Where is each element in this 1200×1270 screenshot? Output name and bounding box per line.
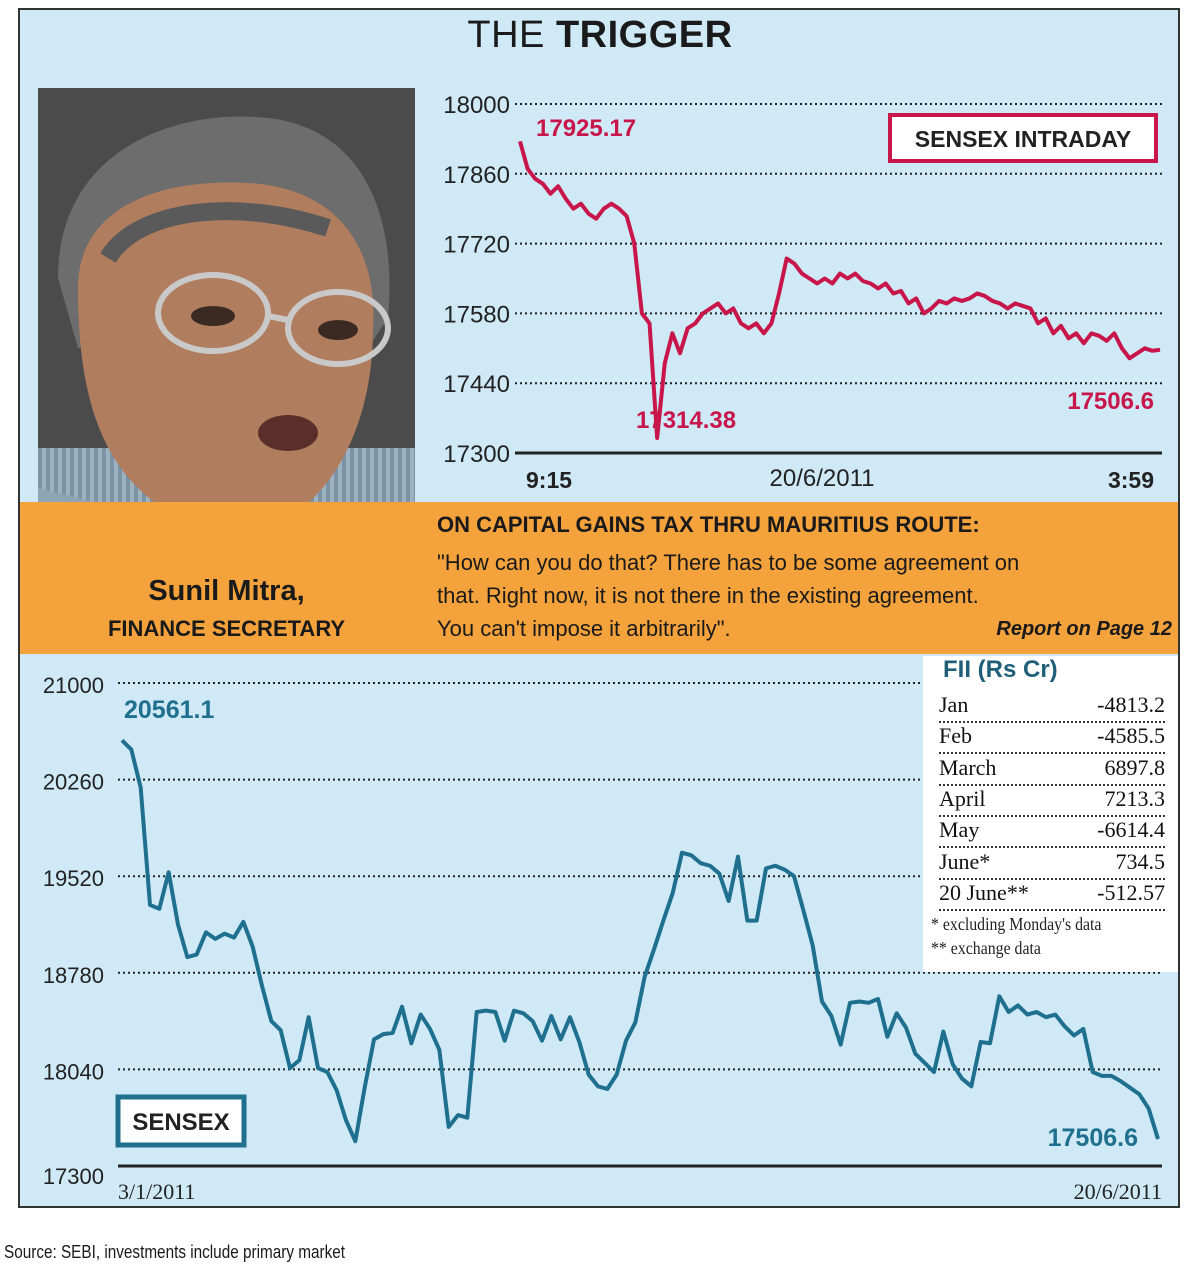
y-tick-label: 17440	[443, 371, 510, 398]
intraday-series-line	[518, 140, 1161, 441]
legend-box-intraday	[888, 113, 1158, 163]
legend-box-sensex	[115, 1094, 247, 1148]
legend-label-sensex: SENSEX	[132, 1109, 229, 1136]
fii-table: FII (Rs Cr) Jan -4813.2 Feb -4585.5 March 689…	[923, 656, 1178, 972]
quote-line: You can't impose it arbitrarily".	[437, 616, 731, 641]
x-tick-label: 3/1/2011	[118, 1179, 195, 1204]
person-role: FINANCE SECRETARY	[107, 616, 346, 641]
fii-value: -4585.5	[1097, 723, 1165, 749]
fii-month: Jan	[939, 692, 969, 717]
fii-month: April	[939, 785, 986, 811]
x-tick-label: 20/6/2011	[1074, 1179, 1162, 1204]
y-tick-label: 17300	[43, 1164, 104, 1189]
x-tick-label: 3:59	[1108, 467, 1154, 493]
quote-line: that. Right now, it is not there in the …	[437, 583, 979, 608]
fii-month: March	[939, 754, 997, 780]
y-tick-label: 17300	[443, 441, 510, 468]
person-name: Sunil Mitra,	[148, 575, 305, 607]
x-tick-label: 9:15	[526, 467, 572, 493]
fii-note: * excluding Monday's data	[931, 914, 1102, 934]
fii-value: -6614.4	[1097, 817, 1165, 843]
sensex-series-line	[120, 738, 1160, 1144]
data-label-low: 17314.38	[636, 407, 736, 434]
y-tick-label: 17720	[443, 232, 510, 259]
fii-value: 6897.8	[1104, 754, 1166, 780]
y-tick-label: 19520	[43, 866, 104, 891]
fii-note: ** exchange data	[931, 938, 1041, 958]
y-tick-label: 17580	[443, 301, 510, 328]
fii-title: FII (Rs Cr)	[943, 656, 1058, 683]
fii-value: -512.57	[1097, 879, 1165, 905]
data-label-open: 17925.17	[536, 115, 636, 142]
report-reference: Report on Page 12	[996, 618, 1172, 640]
y-tick-label: 17860	[443, 162, 510, 189]
y-tick-label: 18780	[43, 963, 104, 988]
page-title: THE TRIGGER	[467, 14, 733, 56]
fii-month: June*	[939, 848, 991, 874]
fii-month: May	[939, 817, 980, 843]
fii-month: Feb	[939, 723, 972, 749]
y-tick-label: 18000	[443, 92, 510, 119]
quote-line: "How can you do that? There has to be so…	[437, 550, 1020, 575]
fii-value: 7213.3	[1104, 785, 1166, 811]
source-note: Source: SEBI, investments include primar…	[4, 1242, 345, 1262]
data-label-start: 20561.1	[124, 696, 214, 724]
y-tick-label: 21000	[43, 673, 104, 698]
fii-value: 734.5	[1115, 848, 1166, 874]
name-plate	[38, 570, 415, 654]
fii-row: May -6614.4	[939, 815, 1165, 849]
quote-heading: ON CAPITAL GAINS TAX THRU MAURITIUS ROUT…	[437, 512, 980, 537]
fii-value: -4813.2	[1097, 692, 1165, 717]
y-tick-label: 18040	[43, 1059, 104, 1084]
fii-row: Jan -4813.2	[939, 690, 1165, 723]
x-axis-date: 20/6/2011	[770, 465, 875, 492]
fii-row: March 6897.8	[939, 753, 1165, 786]
y-tick-label: 20260	[43, 770, 104, 795]
fii-row: Feb -4585.5	[939, 721, 1165, 755]
fii-row: 20 June** -512.57	[939, 878, 1165, 911]
fii-month: 20 June**	[939, 879, 1029, 905]
legend-label-intraday: SENSEX INTRADAY	[915, 126, 1131, 152]
fii-row: June* 734.5	[939, 847, 1165, 880]
data-label-close: 17506.6	[1067, 388, 1154, 415]
fii-row: April 7213.3	[939, 784, 1165, 817]
quote-text: "How can you do that? There has to be so…	[437, 546, 1157, 645]
data-label-end: 17506.6	[1048, 1124, 1138, 1152]
